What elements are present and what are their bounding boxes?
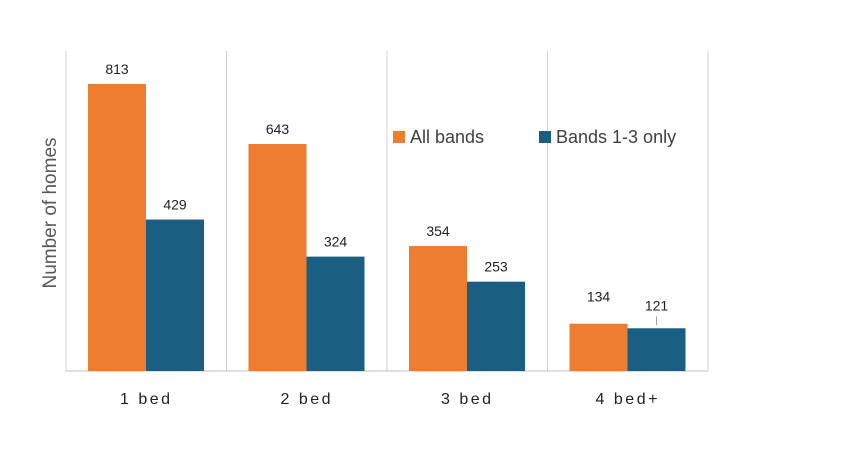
data-label: 324 — [324, 234, 348, 250]
legend-label: All bands — [410, 127, 484, 147]
legend-swatch — [393, 131, 405, 143]
bar-all-bands-1 — [248, 144, 307, 371]
bar-all-bands-0 — [88, 84, 146, 371]
data-label: 253 — [484, 259, 508, 275]
x-tick-labels: 1 bed 2 bed 3 bed 4 bed+ — [120, 391, 660, 408]
data-label: 813 — [105, 61, 129, 77]
x-tick-label: 1 bed — [120, 391, 173, 408]
x-tick-label: 4 bed+ — [596, 391, 660, 408]
data-label: 134 — [587, 289, 611, 305]
y-axis-title: Number of homes — [40, 137, 61, 288]
data-label: 643 — [266, 121, 290, 137]
legend-label: Bands 1-3 only — [556, 127, 676, 147]
legend-swatch — [539, 131, 551, 143]
x-tick-label: 3 bed — [441, 391, 494, 408]
data-label: 354 — [426, 223, 450, 239]
data-label: 121 — [645, 297, 669, 313]
bar-bands-1-3-2 — [467, 281, 525, 371]
bar-bands-1-3-0 — [146, 219, 204, 371]
legend: All bands Bands 1-3 only — [393, 127, 676, 147]
bar-bands-1-3-1 — [306, 256, 365, 371]
category-separators — [65, 51, 709, 371]
bars — [88, 84, 686, 371]
bar-all-bands-2 — [409, 246, 467, 371]
bar-bands-1-3-3 — [627, 328, 686, 371]
data-labels: 813 429 643 324 354 253 134 121 — [105, 61, 669, 326]
x-tick-label: 2 bed — [280, 391, 333, 408]
bar-all-bands-3 — [569, 323, 628, 371]
data-label: 429 — [163, 197, 187, 213]
